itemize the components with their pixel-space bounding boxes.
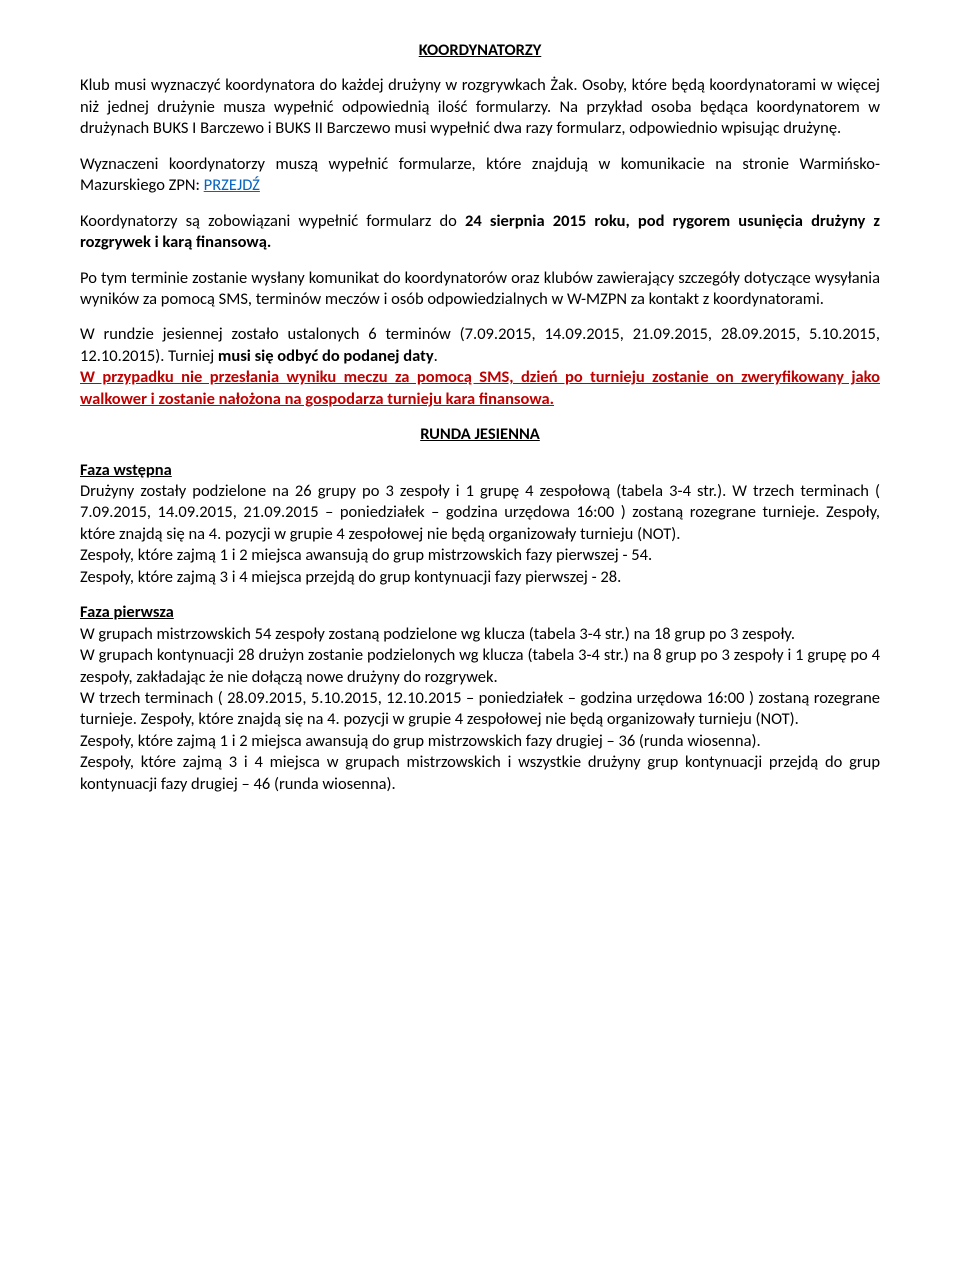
- paragraph-fp4: Zespoły, które zajmą 1 i 2 miejsca awans…: [80, 731, 880, 752]
- paragraph-fp1: W grupach mistrzowskich 54 zespoły zosta…: [80, 624, 880, 645]
- paragraph-communication: Po tym terminie zostanie wysłany komunik…: [80, 268, 880, 311]
- text-span: Koordynatorzy są zobowiązani wypełnić fo…: [80, 211, 465, 231]
- warning-text: W przypadku nie przesłania wyniku meczu …: [80, 367, 880, 408]
- paragraph-fw3: Zespoły, które zajmą 3 i 4 miejsca przej…: [80, 567, 880, 588]
- paragraph-form-link: Wyznaczeni koordynatorzy muszą wypełnić …: [80, 154, 880, 197]
- paragraph-intro: Klub musi wyznaczyć koordynatora do każd…: [80, 75, 880, 139]
- document-page: KOORDYNATORZY Klub musi wyznaczyć koordy…: [0, 0, 960, 1278]
- text-bold: musi się odbyć do podanej daty: [218, 346, 434, 366]
- paragraph-fw1: Drużyny zostały podzielone na 26 grupy p…: [80, 481, 880, 545]
- main-title: KOORDYNATORZY: [80, 40, 880, 61]
- text-span: .: [434, 346, 438, 366]
- text-span: W rundzie jesiennej zostało ustalonych 6…: [80, 324, 880, 365]
- paragraph-fw2: Zespoły, które zajmą 1 i 2 miejsca awans…: [80, 545, 880, 566]
- paragraph-fp3: W trzech terminach ( 28.09.2015, 5.10.20…: [80, 688, 880, 731]
- paragraph-fp5: Zespoły, które zajmą 3 i 4 miejsca w gru…: [80, 752, 880, 795]
- text-span: Wyznaczeni koordynatorzy muszą wypełnić …: [80, 154, 880, 195]
- phase-heading-wstepna: Faza wstępna: [80, 460, 880, 481]
- paragraph-deadline: Koordynatorzy są zobowiązani wypełnić fo…: [80, 211, 880, 254]
- paragraph-schedule: W rundzie jesiennej zostało ustalonych 6…: [80, 324, 880, 410]
- section-heading-runda: RUNDA JESIENNA: [80, 424, 880, 445]
- link-przejdz[interactable]: PRZEJDŹ: [204, 175, 260, 195]
- phase-heading-pierwsza: Faza pierwsza: [80, 602, 880, 623]
- paragraph-fp2: W grupach kontynuacji 28 drużyn zostanie…: [80, 645, 880, 688]
